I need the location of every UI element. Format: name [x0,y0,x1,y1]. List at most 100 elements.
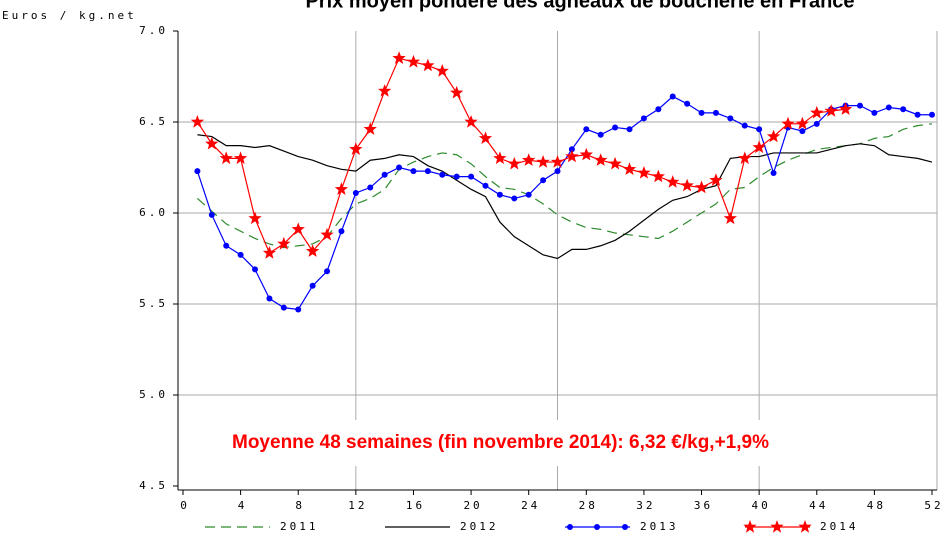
point [637,166,651,179]
point [478,131,493,144]
point [324,268,331,275]
point [496,191,503,198]
point [525,191,532,198]
point [450,85,464,99]
point [237,251,244,258]
chart-title: Prix moyen pondéré des agneaux de bouche… [305,0,854,12]
legend-label: 2011 [280,520,319,533]
point [622,162,637,175]
point [568,146,575,153]
point [770,520,784,533]
point [813,120,820,127]
point [727,115,734,122]
x-tick-label: 0 [180,499,190,512]
point [363,122,377,135]
point [352,189,359,196]
point [208,211,215,218]
x-tick-label: 40 [752,499,771,512]
legend-label: 2014 [820,520,859,533]
y-tick-label: 4.5 [139,479,168,492]
point [766,129,781,143]
point [421,58,435,72]
point [540,177,547,184]
point [795,116,809,130]
point [550,155,565,168]
x-tick-label: 44 [809,499,828,512]
point [511,195,518,202]
point [594,153,608,166]
point [493,151,507,165]
x-tick-label: 12 [348,499,367,512]
point [223,242,230,249]
point [522,153,536,166]
point [234,151,248,165]
point [453,173,460,180]
point [190,115,205,128]
point [367,184,374,191]
x-tick-label: 16 [406,499,425,512]
series-line [196,57,846,254]
point [622,524,628,530]
y-tick-label: 5.5 [139,297,168,310]
point [410,168,417,175]
point [406,54,421,68]
annotation-box [222,420,934,466]
point [219,151,233,165]
point [309,282,316,289]
point [612,124,619,131]
point [594,524,600,530]
point [885,104,892,111]
point [723,211,737,225]
point [626,126,633,133]
x-tick-label: 36 [694,499,713,512]
y-tick-label: 6.0 [139,206,168,219]
point [698,109,705,116]
point [738,151,752,165]
point [464,115,478,128]
y-axis-label: Euros / kg.net [2,9,137,22]
point [579,147,593,161]
point [205,136,219,150]
x-tick-label: 32 [636,499,655,512]
point [669,93,676,100]
y-tick-label: 5.0 [139,388,168,401]
point [781,116,795,130]
x-tick-label: 48 [867,499,886,512]
point [741,122,748,129]
point [291,222,305,235]
point [378,84,392,97]
point [743,520,757,533]
point [435,64,449,77]
point [756,126,763,133]
legend-label: 2012 [460,520,499,533]
point [838,102,853,115]
point [306,244,320,257]
point [798,520,812,533]
point [799,128,806,135]
series-line [196,95,932,311]
point [770,169,777,176]
y-tick-label: 7.0 [139,24,168,37]
annotation: Moyenne 48 semaines (fin novembre 2014):… [232,432,769,453]
point [334,182,349,195]
x-tick-label: 20 [463,499,482,512]
point [680,178,694,192]
point [507,156,521,170]
point [280,304,287,311]
point [871,109,878,116]
point [810,105,824,119]
series-line [197,123,933,249]
point [349,142,363,155]
point [468,173,475,180]
point [248,211,262,225]
point [914,111,921,118]
x-tick-label: 4 [238,499,248,512]
point [712,109,719,116]
point [583,126,590,133]
point [597,131,604,138]
series-line [197,134,933,260]
point [709,173,723,186]
y-tick-label: 6.5 [139,115,168,128]
x-tick-label: 28 [579,499,598,512]
point [536,155,550,168]
